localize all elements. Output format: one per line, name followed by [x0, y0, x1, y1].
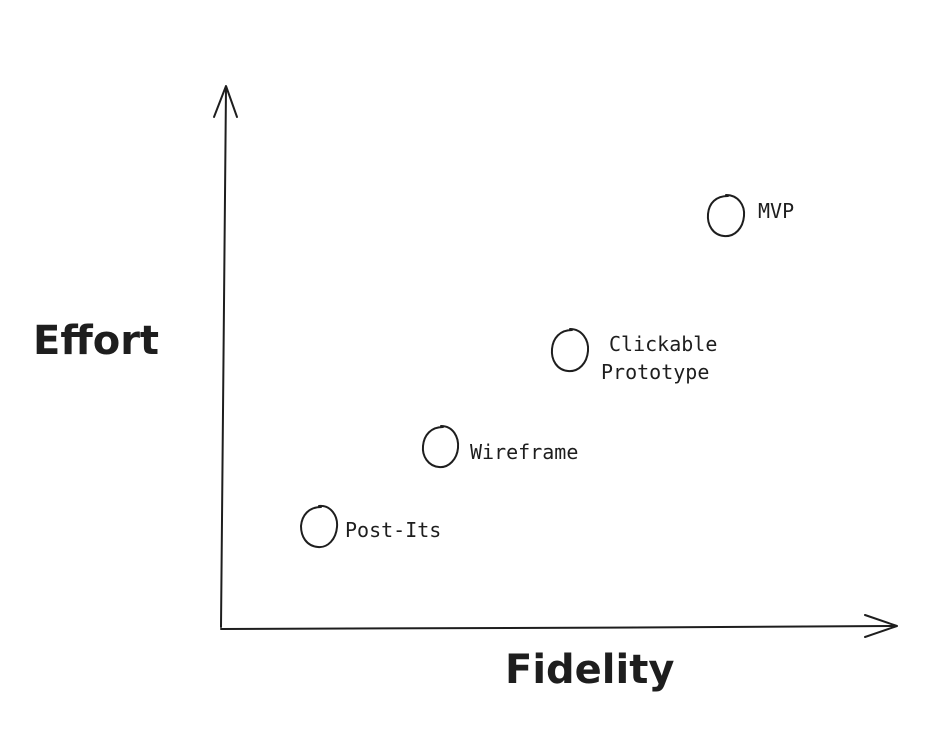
point-wireframe-circle [421, 425, 460, 469]
x-axis-line [220, 625, 897, 630]
y-axis-line [220, 87, 227, 628]
x-axis-label: Fidelity [505, 647, 674, 693]
x-axis [220, 614, 898, 638]
point-wireframe-label-line-1: Wireframe [470, 440, 578, 464]
point-wireframe: Wireframe [421, 425, 578, 469]
point-wireframe-label: Wireframe [470, 440, 578, 464]
y-axis-label: Effort [33, 318, 159, 364]
point-post-its-label-line-1: Post-Its [345, 518, 441, 542]
point-mvp-circle [706, 194, 746, 238]
point-clickable-prototype-label-line-1: Clickable [609, 332, 717, 356]
point-post-its-label: Post-Its [345, 518, 441, 542]
point-mvp-label-line-1: MVP [758, 199, 794, 223]
point-clickable-prototype-circle [550, 328, 590, 373]
point-post-its: Post-Its [300, 504, 441, 549]
point-clickable-prototype-label: Clickable Prototype [601, 332, 729, 384]
point-clickable-prototype-label-line-2: Prototype [601, 360, 709, 384]
point-post-its-circle [300, 504, 339, 549]
point-mvp: MVP [706, 194, 794, 238]
point-mvp-label: MVP [758, 199, 794, 223]
y-axis-arrowhead [213, 85, 238, 118]
x-axis-arrowhead [864, 614, 898, 638]
point-clickable-prototype: Clickable Prototype [550, 328, 729, 384]
y-axis [213, 85, 238, 628]
